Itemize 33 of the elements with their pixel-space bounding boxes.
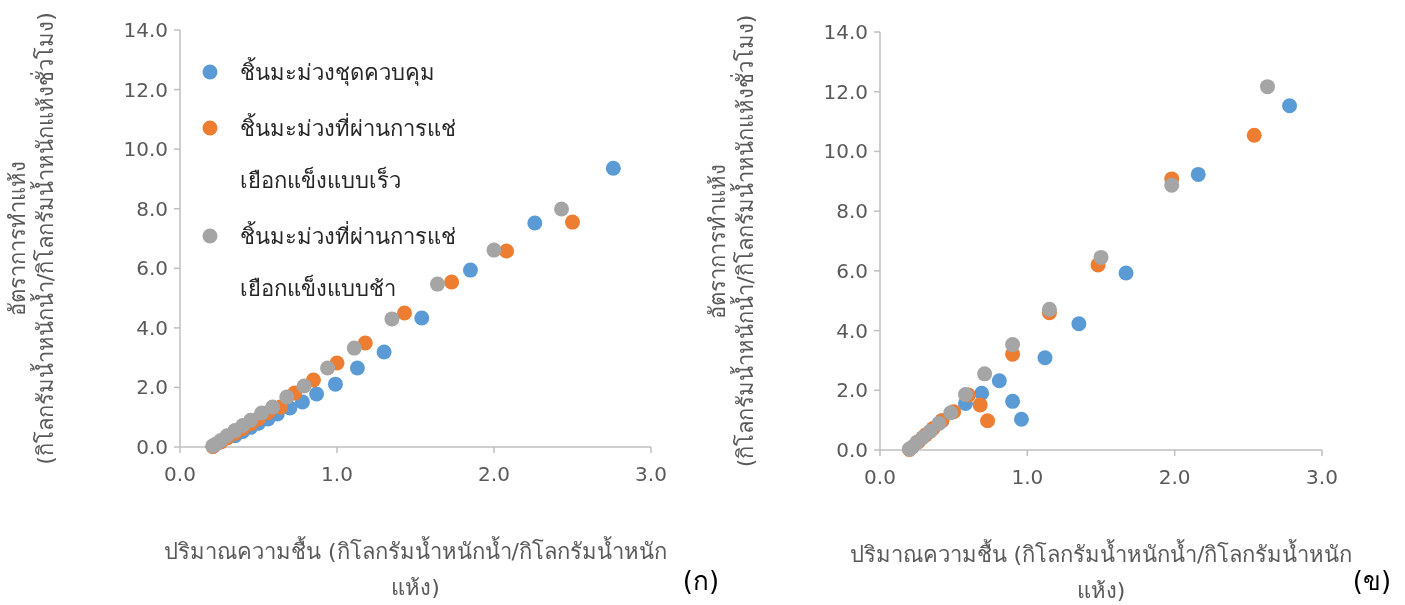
x-tick-label: 3.0: [1306, 465, 1338, 489]
x-tick-label: 0.0: [164, 462, 196, 486]
x-tick-label: 3.0: [635, 462, 667, 486]
x-tick-label: 2.0: [478, 462, 510, 486]
x-axis-title: ปริมาณความชื้น (กิโลกรัมน้ำหนักน้ำ/กิโลกรัมน้ำหนัก แห้ง): [164, 536, 667, 600]
y-tick-label: 10.0: [823, 139, 868, 164]
y-tick-label: 6.0: [836, 258, 868, 283]
y-axis-title: อัตราการทำแห้ง (กิโลกรัมน้ำหนักน้ำ/กิโลกรัมน้ำหนักแห้งชั่วโมง): [705, 14, 758, 468]
text: ชิ้นมะม่วงที่ผ่านการแช่ เยือกแข็งแบบเร็ว: [240, 115, 456, 193]
x-axis-title: ปริมาณความชื้น (กิโลกรัมน้ำหนักน้ำ/กิโลกรัมน้ำหนัก แห้ง): [849, 539, 1353, 603]
y-tick-label: 8.0: [136, 196, 168, 221]
y-tick-label: 8.0: [836, 199, 868, 224]
y-tick-label: 2.0: [136, 375, 168, 400]
legend-label: ชิ้นมะม่วงชุดควบคุม: [240, 56, 435, 86]
y-tick-label: 0.0: [836, 438, 868, 462]
x-tick-label: 2.0: [1158, 465, 1191, 489]
text: (ข): [1352, 566, 1392, 596]
y-axis-title: อัตราการทำแห้ง (กิโลกรัมน้ำหนักน้ำ/กิโลกรัมน้ำหนักแห้งชั่วโมง): [5, 12, 58, 465]
x-tick-label: 1.0: [1011, 465, 1044, 489]
x-tick-label: 0.0: [864, 465, 896, 489]
x-tick-label: 1.0: [321, 462, 353, 486]
text: (ก): [682, 566, 720, 596]
text: ชิ้นมะม่วงที่ผ่านการแช่ เยือกแข็งแบบช้า: [240, 223, 456, 301]
y-tick-label: 4.0: [836, 318, 868, 343]
y-tick-label: 12.0: [123, 77, 168, 102]
y-tick-label: 14.0: [123, 18, 168, 42]
y-tick-label: 12.0: [823, 79, 868, 104]
y-tick-label: 6.0: [136, 256, 168, 281]
y-tick-label: 2.0: [836, 378, 868, 403]
y-tick-label: 14.0: [823, 20, 868, 44]
y-tick-label: 4.0: [136, 315, 168, 340]
y-tick-label: 0.0: [136, 435, 168, 459]
y-tick-label: 10.0: [123, 137, 168, 162]
